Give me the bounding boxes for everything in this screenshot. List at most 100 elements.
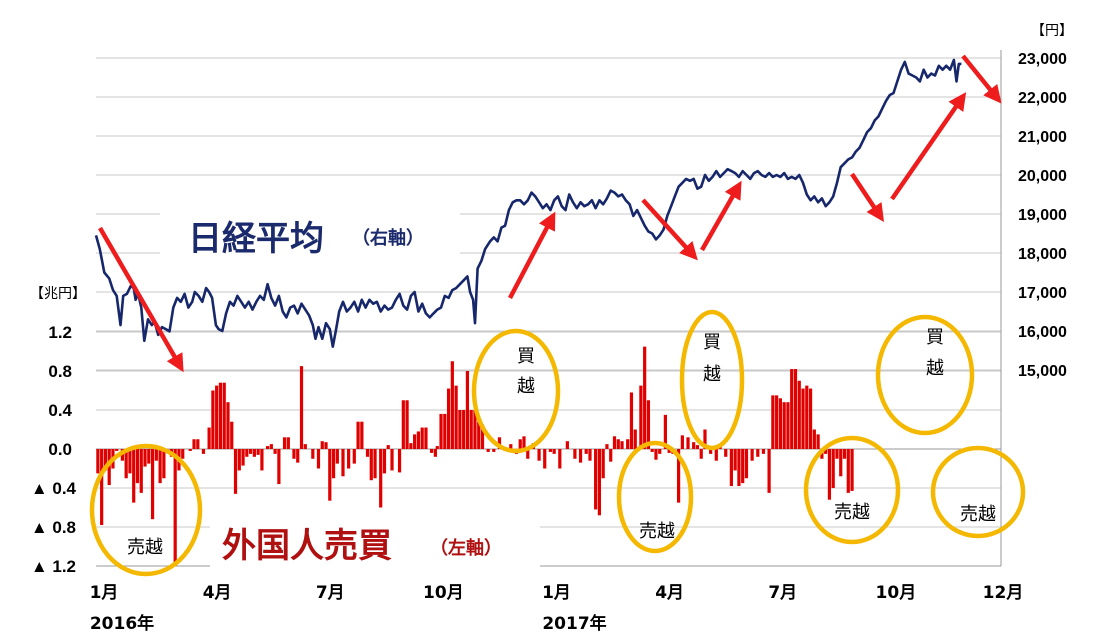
- x-month-label: 12月: [983, 583, 1024, 603]
- bar: [316, 449, 321, 469]
- bar: [462, 410, 466, 449]
- bar: [782, 402, 786, 449]
- left-tick-label: 0.8: [48, 362, 72, 381]
- bar: [249, 449, 253, 454]
- bar: [115, 449, 119, 451]
- bar: [767, 449, 771, 493]
- x-month-label: 4月: [655, 583, 684, 603]
- bar: [605, 444, 609, 449]
- bar: [831, 449, 835, 488]
- annotation-char: 買: [926, 327, 944, 348]
- bar: [103, 449, 108, 471]
- annotation-ellipse: [803, 435, 901, 545]
- nikkei-line: [94, 58, 962, 348]
- x-month-label: 4月: [203, 583, 232, 603]
- trend-arrow: [508, 211, 556, 300]
- bar: [686, 437, 690, 449]
- bar: [269, 444, 273, 449]
- bar: [680, 435, 684, 449]
- bar: [446, 388, 451, 449]
- annotation-ellipse: [679, 309, 745, 451]
- bar: [311, 449, 315, 459]
- bar: [405, 400, 409, 449]
- bar: [96, 449, 100, 474]
- bar: [543, 449, 547, 469]
- bar: [801, 388, 805, 449]
- bar: [537, 449, 541, 461]
- bar: [756, 449, 760, 457]
- annotation-ellipse: [616, 440, 694, 554]
- bar: [692, 442, 696, 449]
- bar: [433, 449, 437, 457]
- bar: [196, 439, 200, 449]
- x-month-label: 1月: [542, 583, 571, 603]
- bar: [303, 444, 307, 449]
- bar: [667, 449, 671, 453]
- bar: [709, 449, 713, 454]
- right-tick-label: 21,000: [1018, 129, 1067, 146]
- bar: [286, 437, 290, 449]
- bar: [639, 385, 643, 449]
- trend-arrow: [890, 92, 967, 201]
- bar: [465, 371, 470, 449]
- bar: [409, 443, 413, 449]
- bar: [733, 449, 737, 471]
- bar: [192, 439, 196, 449]
- bar: [633, 429, 637, 449]
- bar: [292, 449, 296, 459]
- bar: [416, 431, 421, 449]
- left-axis-unit: 【兆円】: [30, 286, 86, 302]
- bar: [324, 442, 328, 449]
- bar: [211, 390, 215, 449]
- bar: [594, 449, 598, 510]
- annotation-ellipse: [471, 328, 561, 454]
- bar: [181, 449, 185, 459]
- bar: [107, 449, 111, 486]
- bar: [331, 449, 336, 479]
- annotation-ellipse: [875, 314, 975, 436]
- bar: [458, 410, 462, 449]
- bar: [650, 449, 654, 452]
- bar: [676, 449, 681, 503]
- bar-label-bg: [210, 518, 540, 574]
- bar: [658, 449, 662, 454]
- bar: [805, 385, 809, 449]
- bar: [335, 449, 339, 464]
- bar: [241, 449, 245, 466]
- bar-series-suffix: （左軸）: [430, 537, 502, 559]
- x-month-label: 7月: [768, 583, 797, 603]
- bar: [386, 445, 390, 449]
- bar: [230, 421, 234, 449]
- right-tick-label: 22,000: [1018, 90, 1067, 107]
- bar: [473, 410, 477, 449]
- bar: [526, 449, 530, 459]
- bar: [518, 439, 522, 449]
- bar: [124, 449, 128, 479]
- bar: [158, 449, 162, 484]
- right-tick-label: 15,000: [1018, 363, 1067, 380]
- left-tick-label: 1.2: [48, 323, 72, 342]
- bar: [790, 369, 794, 449]
- bar: [100, 449, 104, 526]
- bar: [347, 449, 351, 469]
- bar: [793, 369, 798, 449]
- bar: [420, 427, 424, 449]
- bar: [824, 449, 828, 454]
- right-tick-label: 16,000: [1018, 324, 1067, 341]
- bar: [714, 449, 718, 461]
- bar: [695, 445, 700, 449]
- bar: [522, 436, 526, 449]
- bar: [207, 427, 211, 449]
- bar: [778, 398, 783, 449]
- bar: [226, 402, 230, 449]
- bar: [341, 449, 345, 477]
- trend-arrow: [641, 198, 698, 261]
- annotation-char: 越: [703, 364, 721, 385]
- trend-arrow: [98, 226, 184, 373]
- line-series: [94, 58, 962, 348]
- bar: [233, 449, 238, 494]
- bar: [139, 449, 143, 493]
- bar: [450, 361, 454, 449]
- bar: [365, 449, 370, 457]
